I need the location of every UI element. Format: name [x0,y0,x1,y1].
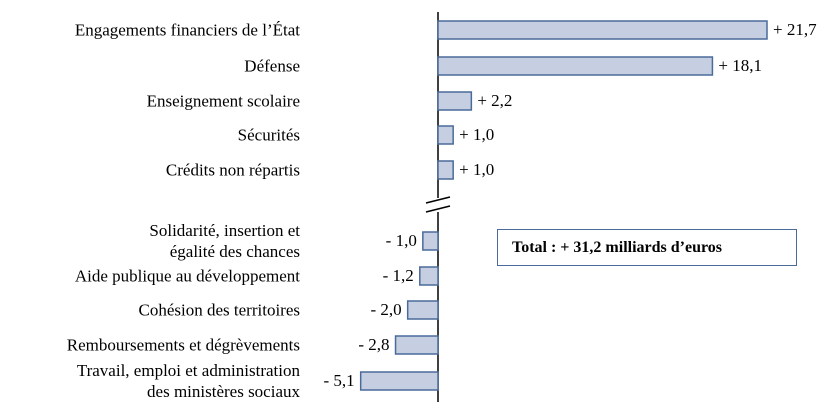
category-label: Enseignement scolaire [146,91,300,111]
axis-break [425,205,451,213]
category-label: Crédits non répartis [165,160,300,180]
category-label: Défense [244,56,300,76]
bar [437,125,454,145]
category-label: Sécurités [237,125,300,145]
value-label: + 2,2 [477,91,512,110]
value-label: - 1,0 [386,231,417,250]
bar [394,335,439,355]
category-label: Aide publique au développement [74,266,300,286]
category-label: Engagements financiers de l’État [74,20,300,40]
category-label: Solidarité, insertion et égalité des cha… [149,221,300,261]
value-label: + 21,7 [773,20,817,39]
bar [359,371,439,391]
value-label: + 18,1 [718,56,762,75]
value-label: + 1,0 [459,125,494,144]
value-label: + 1,0 [459,160,494,179]
category-label: Remboursements et dégrèvements [66,335,300,355]
bar [422,231,439,251]
bar [437,160,454,180]
axis-break [425,196,451,204]
value-label: - 1,2 [383,266,414,285]
bar [437,56,714,76]
value-label: - 2,8 [358,335,389,354]
category-label: Travail, emploi et administration des mi… [76,361,300,401]
total-annotation: Total : + 31,2 milliards d’euros [497,229,797,266]
bar [406,300,439,320]
category-label: Cohésion des territoires [138,300,300,320]
bar [437,20,768,40]
bar [437,91,473,111]
value-label: - 5,1 [324,371,355,390]
value-label: - 2,0 [371,300,402,319]
bar [419,266,439,286]
